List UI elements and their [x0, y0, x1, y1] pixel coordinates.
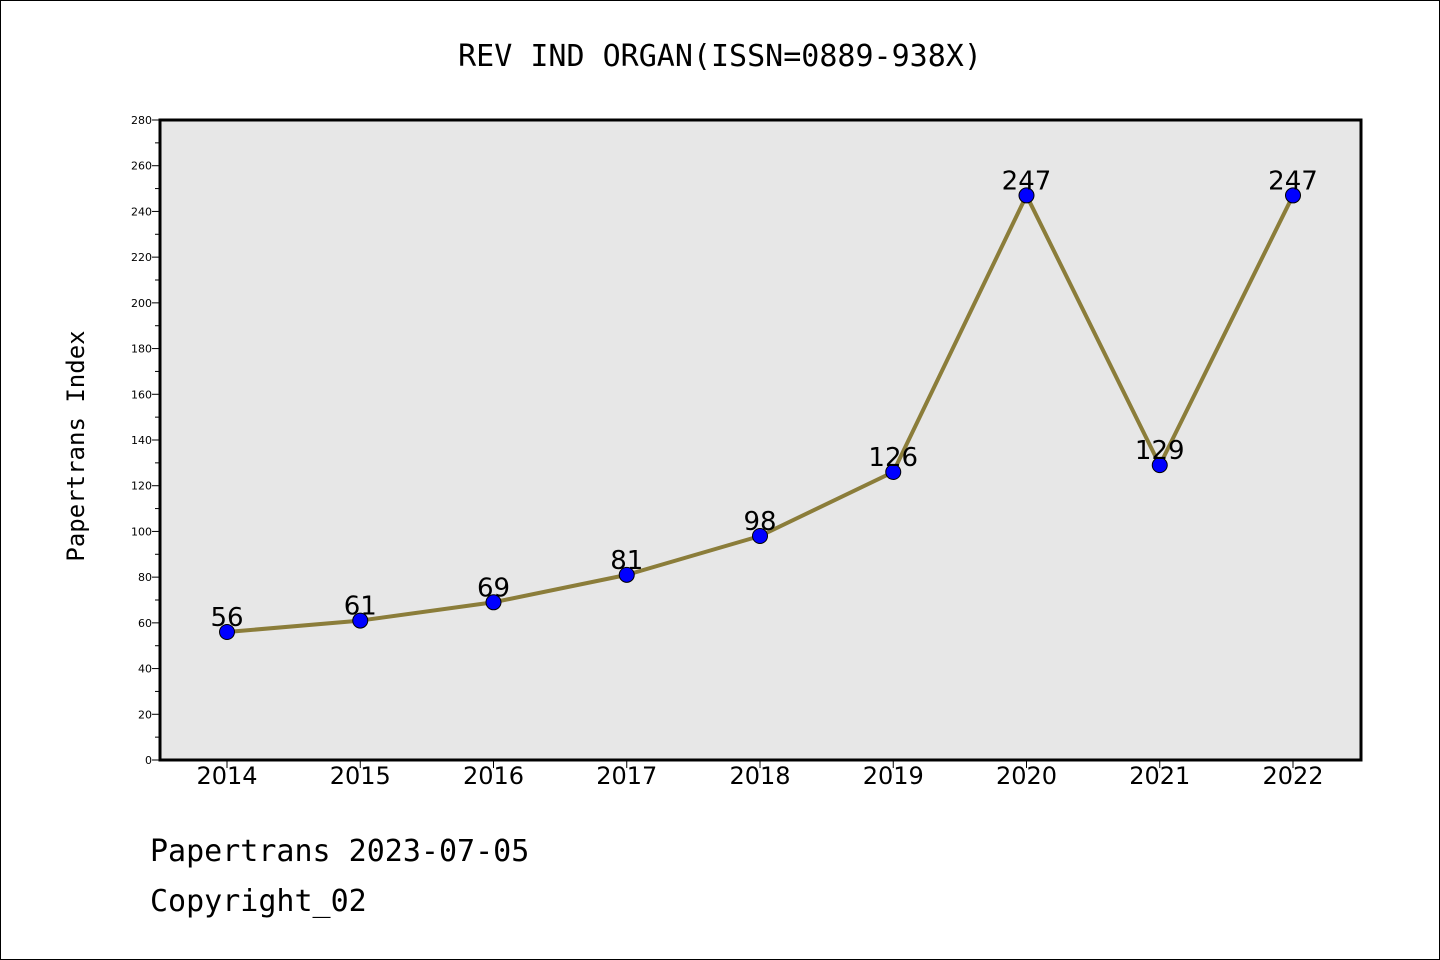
x-tick-label: 2016 — [463, 762, 524, 790]
x-tick-label: 2020 — [996, 762, 1057, 790]
chart-title: REV IND ORGAN(ISSN=0889-938X) — [458, 39, 982, 74]
data-label: 61 — [344, 592, 377, 622]
x-tick-label: 2021 — [1129, 762, 1190, 790]
data-label: 247 — [1002, 166, 1052, 196]
y-tick-label: 120 — [131, 480, 152, 493]
data-label: 69 — [477, 573, 510, 603]
y-tick-label: 160 — [131, 388, 152, 401]
data-point — [752, 528, 768, 544]
data-label: 98 — [743, 507, 776, 537]
data-label: 247 — [1268, 166, 1318, 196]
data-label: 126 — [868, 443, 918, 473]
series-layer: 56 61 69 81 98 126 247 129 247 — [210, 166, 1318, 640]
y-tick-label: 60 — [138, 617, 152, 630]
y-tick-label: 220 — [131, 251, 152, 264]
y-tick-label: 240 — [131, 205, 152, 218]
data-point — [485, 594, 502, 611]
y-tick-label: 280 — [131, 114, 152, 127]
data-point — [1151, 457, 1168, 474]
x-tick-label: 2017 — [596, 762, 657, 790]
x-axis: 2014 2015 2016 2017 2018 2019 2020 2021 2022 — [196, 760, 1324, 790]
data-point — [1285, 187, 1301, 204]
x-tick-label: 2019 — [863, 762, 924, 790]
y-tick-label: 140 — [131, 434, 152, 447]
data-point — [219, 624, 235, 640]
y-tick-label: 180 — [131, 343, 152, 356]
data-label: 81 — [610, 546, 643, 576]
data-point — [352, 612, 369, 629]
plot-area — [158, 118, 1363, 762]
y-axis-label: Papertrans Index — [62, 330, 90, 561]
x-tick-label: 2014 — [196, 762, 257, 790]
data-label: 129 — [1135, 436, 1185, 466]
y-tick-label: 200 — [131, 297, 152, 310]
y-axis: 0 20 40 60 80 100 120 140 160 180 200 220 240 260 280 — [131, 114, 160, 767]
data-point — [618, 566, 635, 583]
x-tick-label: 2015 — [330, 762, 391, 790]
y-tick-label: 100 — [131, 525, 152, 538]
footer-copyright: Copyright_02 — [150, 884, 367, 919]
y-tick-label: 80 — [138, 571, 152, 584]
y-tick-label: 40 — [138, 663, 152, 676]
x-tick-label: 2018 — [729, 762, 790, 790]
data-label: 56 — [210, 603, 243, 633]
y-tick-label: 20 — [138, 708, 152, 721]
x-tick-label: 2022 — [1262, 762, 1323, 790]
y-tick-label: 260 — [131, 160, 152, 173]
data-point — [885, 464, 902, 480]
y-tick-label: 0 — [145, 754, 152, 767]
data-point — [1018, 187, 1035, 204]
footer-date: Papertrans 2023-07-05 — [150, 834, 530, 869]
